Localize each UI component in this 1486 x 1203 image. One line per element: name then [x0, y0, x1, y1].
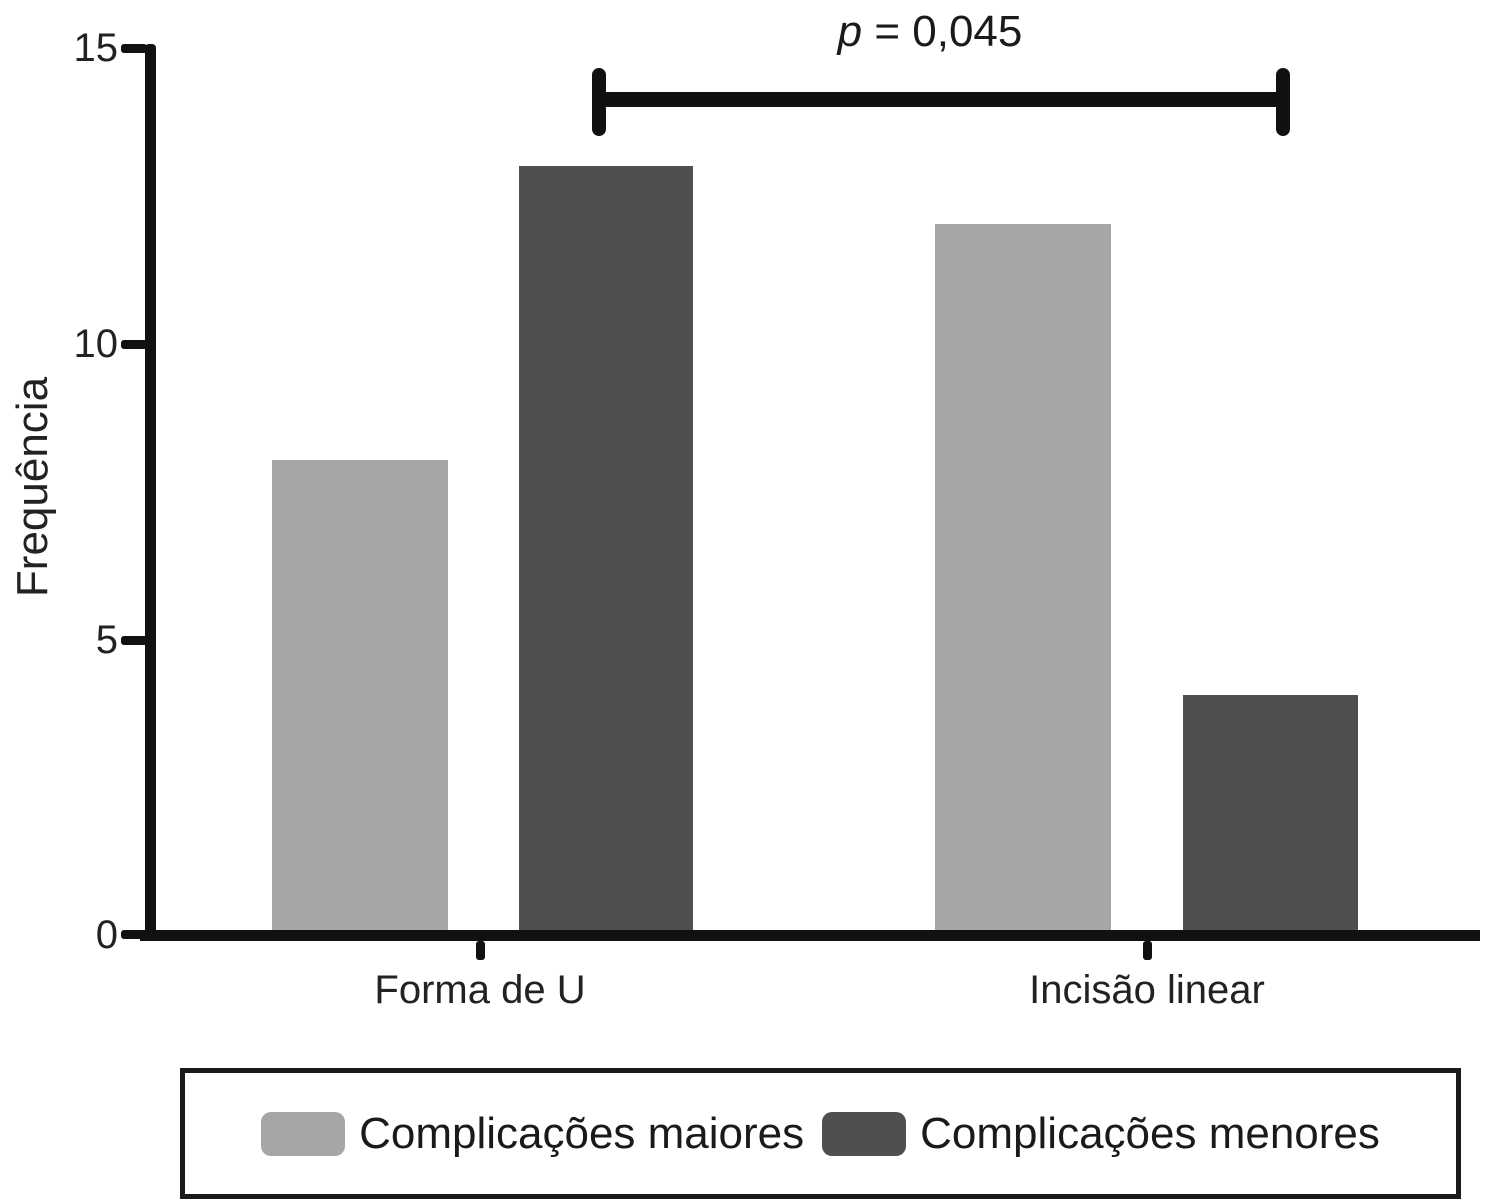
y-axis-line — [145, 44, 156, 941]
y-tick-label-0: 0 — [95, 913, 118, 957]
y-tick-label-15: 15 — [73, 26, 119, 70]
p-value-variable: p — [837, 7, 863, 56]
legend-label-maiores: Complicações maiores — [359, 1108, 805, 1158]
x-category-label-incisao-linear: Incisão linear — [1029, 968, 1265, 1012]
y-tick-0 — [121, 930, 147, 939]
bar-forma-de-u-menores — [519, 166, 693, 930]
y-tick-label-10: 10 — [73, 322, 119, 366]
legend-label-menores: Complicações menores — [920, 1108, 1380, 1158]
significance-bracket-right-cap — [1276, 68, 1290, 136]
legend-swatch-maiores — [261, 1111, 346, 1156]
y-tick-15 — [121, 44, 147, 53]
x-axis-line — [140, 930, 1480, 941]
legend: Complicações maiores Complicações menore… — [180, 1068, 1461, 1199]
bar-forma-de-u-maiores — [272, 460, 448, 930]
bar-incisao-linear-maiores — [935, 224, 1111, 930]
y-tick-5 — [121, 636, 147, 645]
significance-bracket-line — [598, 92, 1284, 107]
y-axis-title: Frequência — [8, 376, 57, 598]
p-value-annotation: p = 0,045 — [720, 6, 1140, 58]
legend-item-menores: Complicações menores — [822, 1109, 1380, 1159]
legend-swatch-menores — [822, 1111, 907, 1156]
bar-incisao-linear-menores — [1183, 695, 1358, 930]
x-tick-incisao-linear — [1143, 941, 1152, 960]
legend-item-maiores: Complicações maiores — [261, 1109, 804, 1159]
significance-bracket-left-cap — [592, 68, 606, 136]
y-tick-10 — [121, 340, 147, 349]
x-category-label-forma-de-u: Forma de U — [374, 968, 586, 1012]
p-value-text: = 0,045 — [862, 7, 1023, 56]
y-tick-label-5: 5 — [95, 618, 118, 662]
x-tick-forma-de-u — [476, 941, 485, 960]
